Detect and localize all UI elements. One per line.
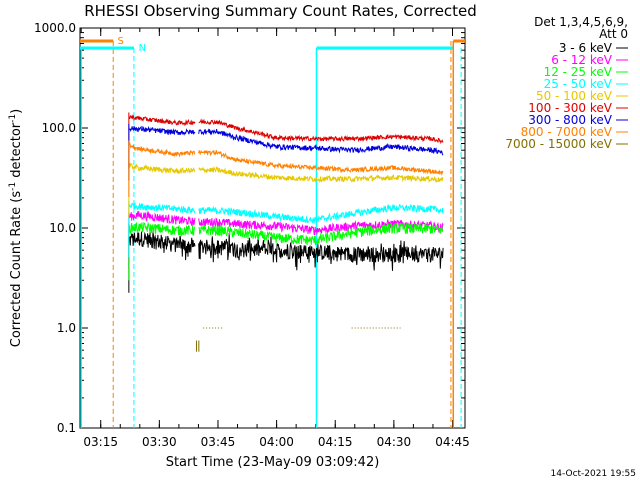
x-tick-label: 04:30 [377, 435, 412, 449]
x-tick-label: 03:45 [201, 435, 236, 449]
y-axis-label-part: Corrected Count Rate (s [9, 191, 24, 348]
labels: 0.1 1.0 10.0 100.0 1000.0 03:15 03:30 03:45 04:0… [8, 2, 636, 479]
x-tick-label: 04:00 [259, 435, 294, 449]
series-line [128, 162, 444, 184]
x-tick-label: 04:15 [318, 435, 353, 449]
chart-title: RHESSI Observing Summary Count Rates, Co… [84, 2, 477, 20]
legend-entry: 800 - 7000 keV [521, 125, 613, 139]
y-axis-label: Corrected Count Rate (s-1 detector-1) [8, 109, 24, 347]
x-tick-label: 03:30 [142, 435, 177, 449]
night-flag-label: N [139, 43, 146, 54]
saa-flag-label: S [118, 36, 124, 47]
y-tick-label: 1000.0 [34, 21, 76, 35]
y-axis-label-part: detector [9, 122, 24, 182]
series-line [128, 141, 444, 176]
y-axis-label-part: -1 [8, 182, 18, 191]
series-line [128, 125, 444, 156]
legend-entry: 25 - 50 keV [544, 77, 613, 91]
legend-entry: 300 - 800 keV [528, 113, 612, 127]
series-line [128, 228, 444, 271]
legend-entry: 100 - 300 keV [528, 101, 612, 115]
series-line [128, 221, 444, 246]
legend-entry: 6 - 12 keV [551, 53, 613, 67]
series-line [128, 114, 444, 145]
series-line [128, 210, 444, 236]
y-tick-label: 1.0 [57, 321, 76, 335]
plot-area [128, 112, 444, 352]
y-tick-label: 0.1 [57, 421, 76, 435]
y-axis-label-part: -1 [8, 114, 18, 123]
y-tick-label: 10.0 [49, 221, 76, 235]
legend-entry: 12 - 25 keV [544, 65, 613, 79]
series-line [128, 202, 444, 224]
x-tick-label: 03:15 [83, 435, 118, 449]
legend-header: Det 1,3,4,5,6,9, [534, 15, 628, 29]
y-tick-label: 100.0 [42, 121, 76, 135]
timestamp: 14-Oct-2021 19:55 [551, 469, 636, 479]
legend-entry: 7000 - 15000 keV [505, 137, 612, 151]
legend-header-att: Att 0 [599, 27, 628, 41]
legend-entry: 3 - 6 keV [559, 41, 613, 55]
x-tick-label: 04:45 [435, 435, 470, 449]
y-axis-label-part: ) [9, 109, 24, 114]
x-axis-label: Start Time (23-May-09 03:09:42) [166, 455, 380, 470]
legend-entry: 50 - 100 keV [536, 89, 613, 103]
flag-markers: SN [80, 36, 465, 428]
